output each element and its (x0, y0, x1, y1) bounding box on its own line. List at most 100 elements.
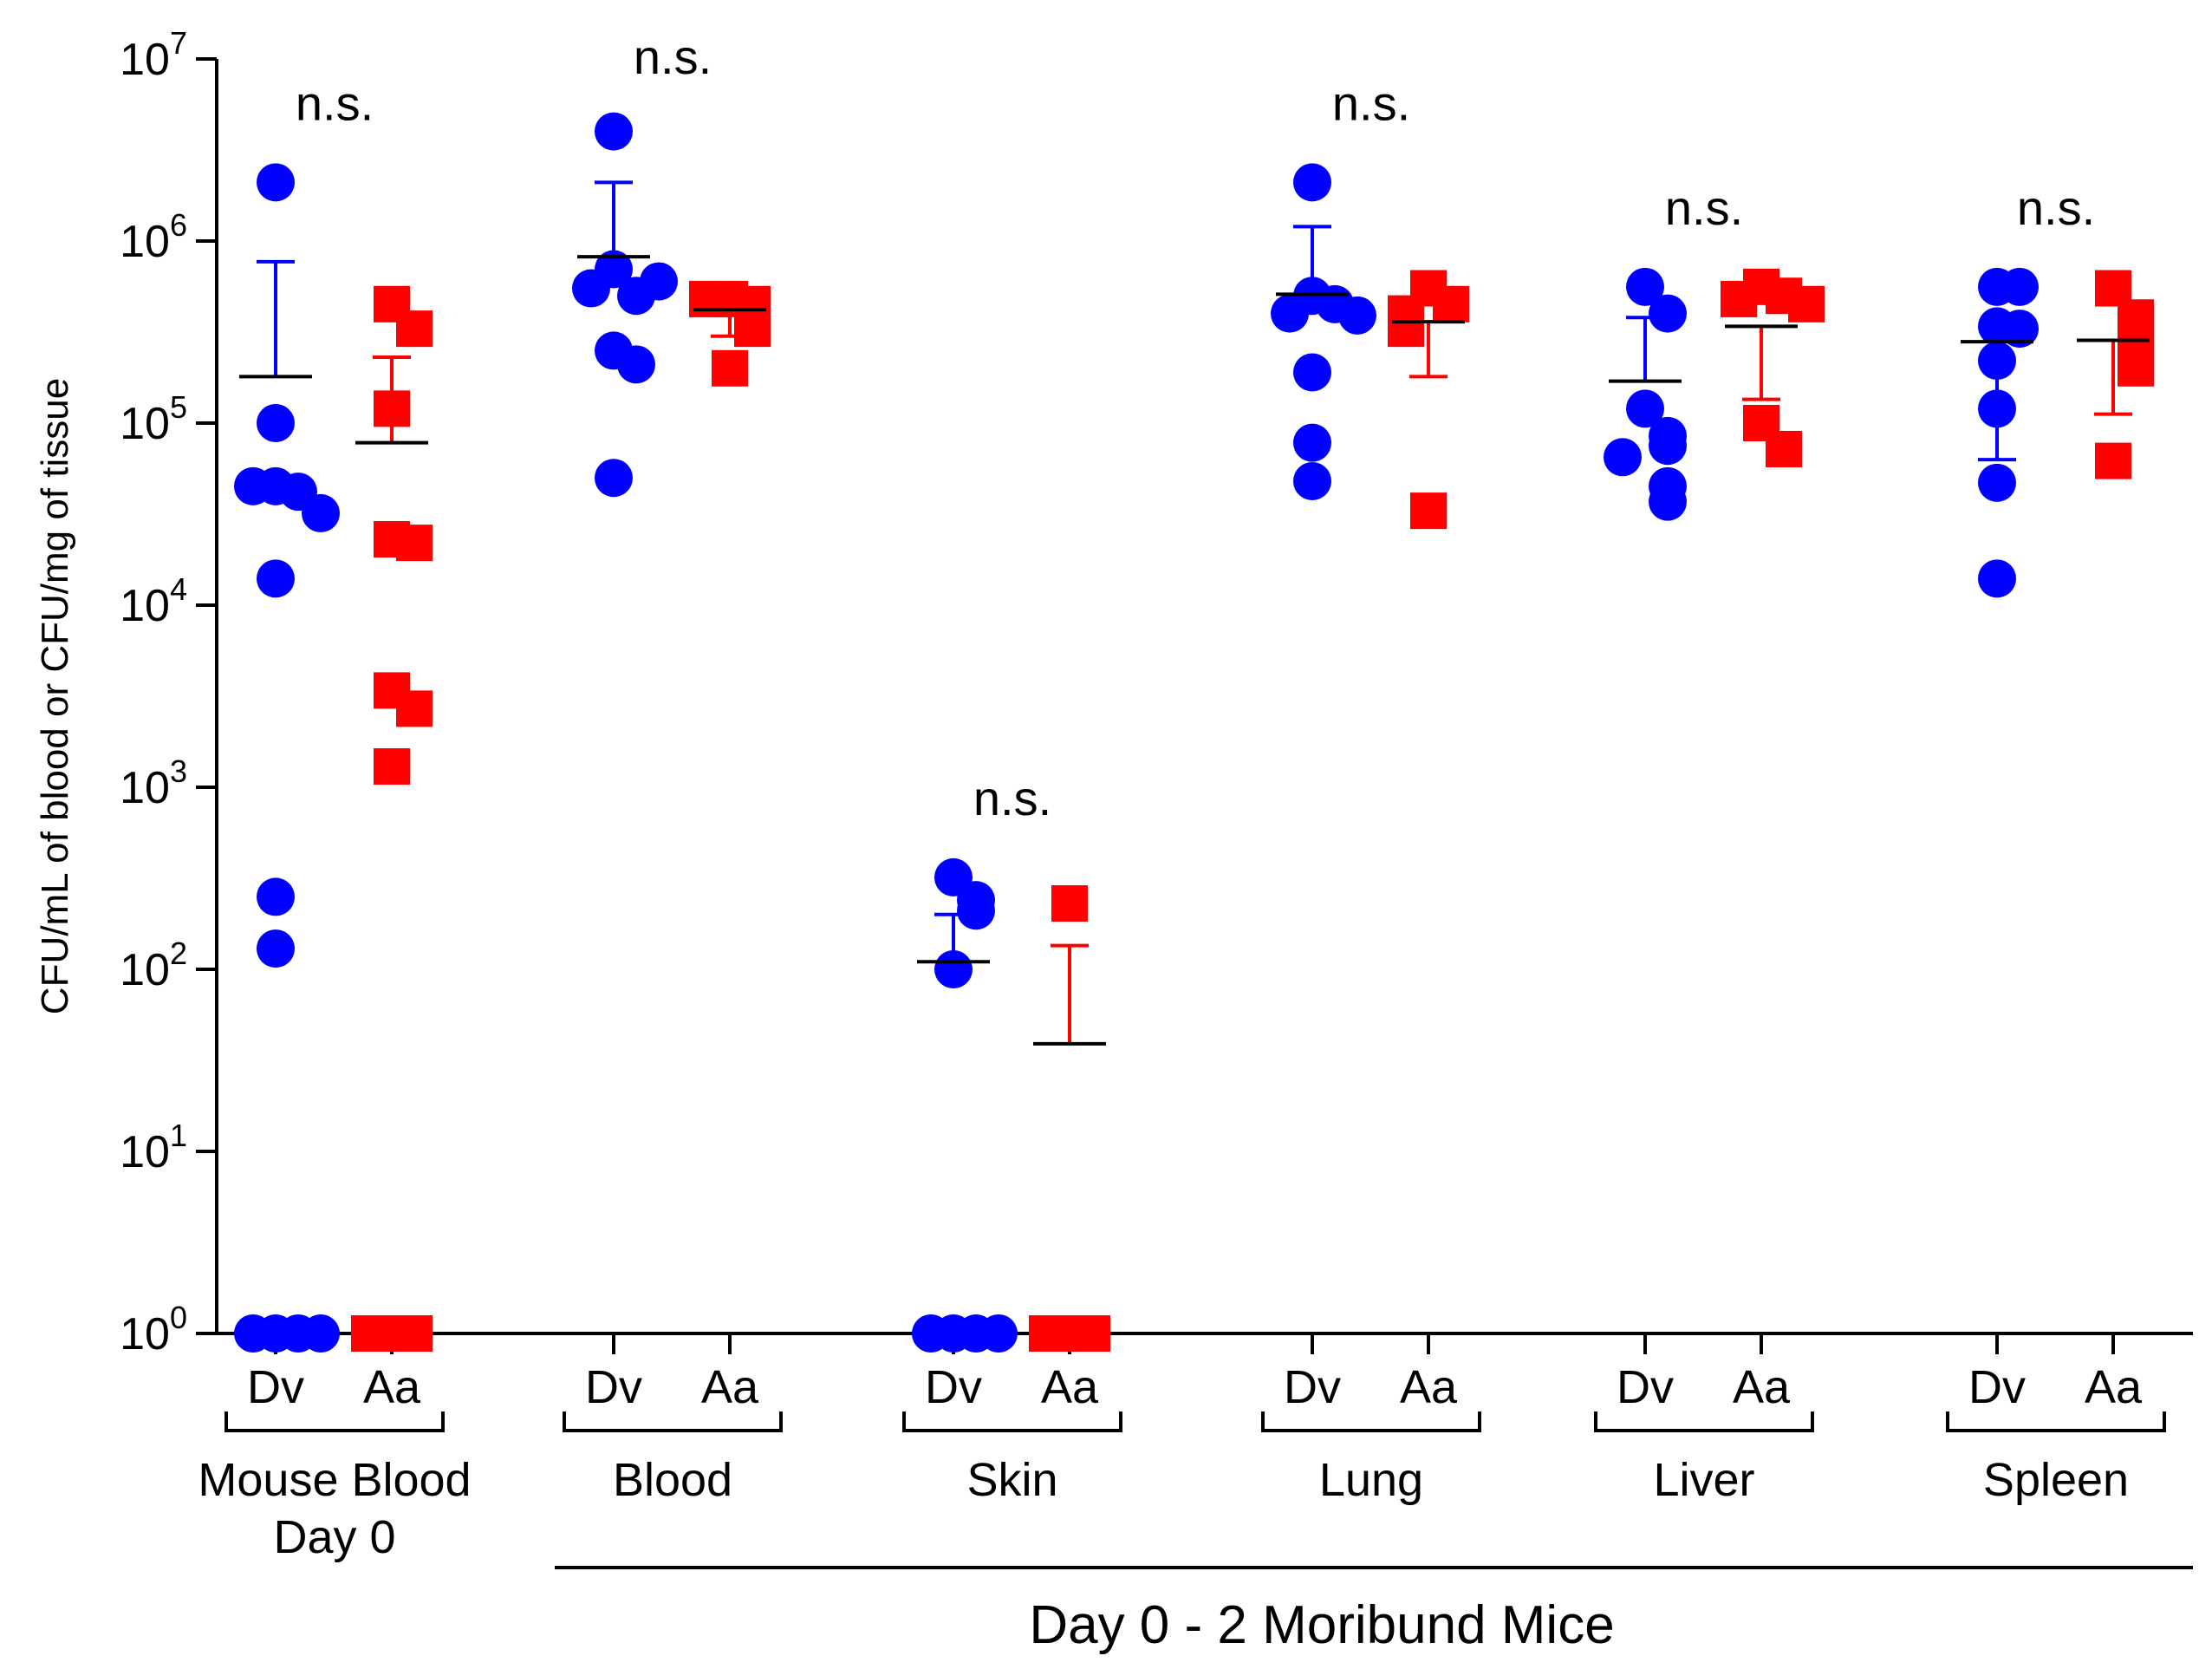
category-label: Dv (247, 1361, 304, 1413)
dv-point (1293, 163, 1331, 202)
category-label: Dv (925, 1361, 982, 1413)
group-bracket (563, 1411, 783, 1432)
x-axis-title: Day 0 - 2 Moribund Mice (1029, 1595, 1614, 1655)
category-label: Aa (2085, 1361, 2143, 1413)
y-tick-label: 102 (120, 936, 187, 995)
significance-label: n.s. (1665, 180, 1743, 235)
dv-point (957, 891, 995, 930)
dv-point (1271, 294, 1309, 333)
category-label: Aa (1733, 1361, 1791, 1413)
dv-point (1978, 342, 2016, 381)
dv-point (1649, 482, 1687, 521)
dv-point (257, 404, 295, 442)
dv-point (1626, 389, 1664, 428)
group-label: Day 0 (273, 1511, 395, 1563)
aa-point (374, 748, 410, 786)
dv-point (934, 950, 973, 988)
aa-point (396, 690, 433, 727)
group-bracket (1261, 1411, 1481, 1432)
y-tick-base: 10 (120, 217, 170, 267)
category-label: Aa (1041, 1361, 1099, 1413)
y-tick-exponent: 2 (170, 936, 187, 971)
dv-point (2001, 267, 2039, 306)
group-label: Mouse Blood (198, 1454, 471, 1506)
aa-point (1051, 885, 1088, 923)
y-tick-base: 10 (120, 763, 170, 813)
aa-point (1074, 1315, 1110, 1352)
group-label: Blood (613, 1454, 732, 1506)
dv-point (617, 345, 655, 384)
y-tick-label: 100 (120, 1300, 187, 1359)
aa-point (1410, 492, 1447, 530)
group-bracket (1946, 1411, 2166, 1432)
dv-point (257, 877, 295, 916)
aa-point (374, 390, 410, 427)
category-label: Dv (1284, 1361, 1341, 1413)
aa-point (1766, 430, 1802, 467)
dv-point (1978, 389, 2016, 428)
dv-point (1293, 353, 1331, 392)
dv-point (912, 1314, 950, 1353)
aa-point (396, 310, 433, 348)
category-label: Dv (585, 1361, 642, 1413)
group-bracket (1594, 1411, 1814, 1432)
aa-point (1029, 1315, 1065, 1352)
y-tick-base: 10 (120, 35, 170, 85)
dv-point (1604, 438, 1642, 477)
dv-point (257, 929, 295, 968)
y-tick-base: 10 (120, 399, 170, 449)
aa-point (689, 280, 725, 317)
dv-point (1649, 427, 1687, 466)
dv-point (234, 1314, 272, 1353)
aa-point (396, 525, 433, 562)
aa-point (396, 1315, 433, 1352)
dv-point (595, 112, 633, 151)
dv-point (1338, 296, 1376, 335)
aa-point (1388, 310, 1424, 348)
axes-layer (196, 57, 2193, 1569)
category-label: Aa (363, 1361, 421, 1413)
aa-point (351, 1315, 387, 1352)
significance-label: n.s. (296, 75, 374, 130)
y-tick-exponent: 6 (170, 207, 187, 243)
group-bracket (902, 1411, 1122, 1432)
aa-point (712, 349, 748, 387)
aa-point (1788, 285, 1825, 323)
aa-point (734, 310, 771, 348)
aa-point (2095, 442, 2131, 479)
dv-point (640, 262, 678, 301)
significance-label: n.s. (2017, 180, 2095, 235)
dv-point (1978, 559, 2016, 598)
category-label: Aa (701, 1361, 759, 1413)
dv-point (595, 459, 633, 498)
dv-point (302, 1314, 340, 1353)
y-tick-exponent: 1 (170, 1118, 187, 1153)
dv-point (2001, 310, 2039, 349)
dv-point (572, 269, 610, 308)
y-tick-label: 103 (120, 753, 187, 813)
group-label: Lung (1319, 1454, 1423, 1506)
marks-layer (234, 112, 2154, 1353)
y-tick-exponent: 5 (170, 389, 187, 425)
y-tick-label: 101 (120, 1118, 187, 1177)
dv-point (1978, 463, 2016, 502)
group-label: Spleen (1983, 1454, 2129, 1506)
significance-label: n.s. (973, 771, 1051, 825)
group-bracket (224, 1411, 445, 1432)
aa-point (1721, 280, 1757, 317)
y-tick-label: 105 (120, 389, 187, 449)
y-tick-label: 104 (120, 571, 187, 631)
aa-point (1433, 285, 1469, 323)
y-tick-base: 10 (120, 945, 170, 995)
group-label: Skin (966, 1454, 1057, 1506)
dv-point (1293, 423, 1331, 462)
significance-label: n.s. (1332, 75, 1410, 130)
dv-point (1626, 267, 1664, 306)
y-axis-title: CFU/mL of blood or CFU/mg of tissue (34, 378, 76, 1014)
category-label: Dv (1968, 1361, 2026, 1413)
y-tick-base: 10 (120, 1309, 170, 1359)
aa-point (2118, 349, 2154, 387)
dv-point (1293, 461, 1331, 500)
